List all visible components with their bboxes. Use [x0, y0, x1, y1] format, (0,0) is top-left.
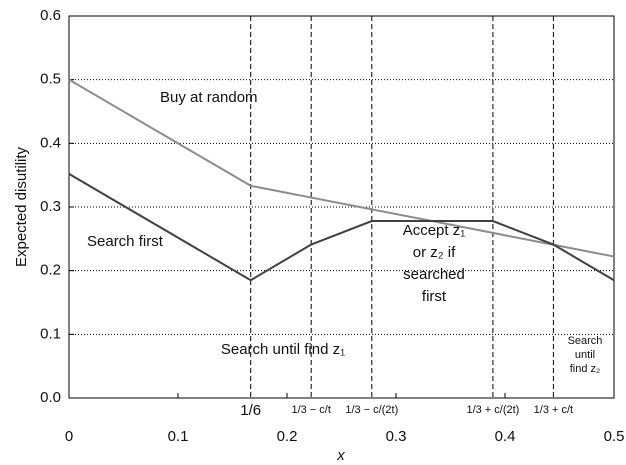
marker-label: 1/3 − c/(2t): [345, 404, 398, 416]
annotation: Search until find z₁: [221, 341, 345, 358]
series-line: [68, 173, 615, 282]
y-tick-label: 0.3: [40, 198, 61, 215]
y-tick-label: 0.1: [40, 325, 61, 342]
annotation: first: [422, 288, 447, 305]
marker-label: 1/6: [240, 402, 261, 419]
x-tick-label: 0.5: [604, 428, 625, 445]
y-axis-label: Expected disutility: [13, 146, 30, 267]
y-tick-label: 0.2: [40, 262, 61, 279]
series-label: Buy at random: [160, 89, 258, 106]
marker-label: 1/3 + c/(2t): [466, 404, 519, 416]
x-tick-label: 0.3: [386, 428, 407, 445]
annotation: searched: [403, 266, 465, 283]
annotation: find z₂: [570, 363, 601, 375]
y-tick-label: 0.6: [40, 7, 61, 24]
x-tick-label: 0.1: [168, 428, 189, 445]
x-tick-label: 0.2: [277, 428, 298, 445]
y-tick-label: 0.0: [40, 389, 61, 406]
plot-frame: [68, 15, 615, 399]
x-tick-label: 0.4: [495, 428, 516, 445]
y-tick-label: 0.5: [40, 71, 61, 88]
series-label: Search first: [87, 233, 164, 250]
annotation: Search: [568, 335, 603, 347]
annotation: or z₂ if: [413, 244, 456, 261]
marker-label: 1/3 + c/t: [534, 404, 573, 416]
marker-label: 1/3 − c/t: [291, 404, 330, 416]
x-tick-label: 0: [65, 428, 73, 445]
annotation: until: [575, 349, 595, 361]
x-axis-label: x: [336, 447, 345, 464]
series-line: [68, 78, 615, 258]
annotation: Accept z₁: [403, 222, 466, 239]
y-tick-label: 0.4: [40, 134, 61, 151]
